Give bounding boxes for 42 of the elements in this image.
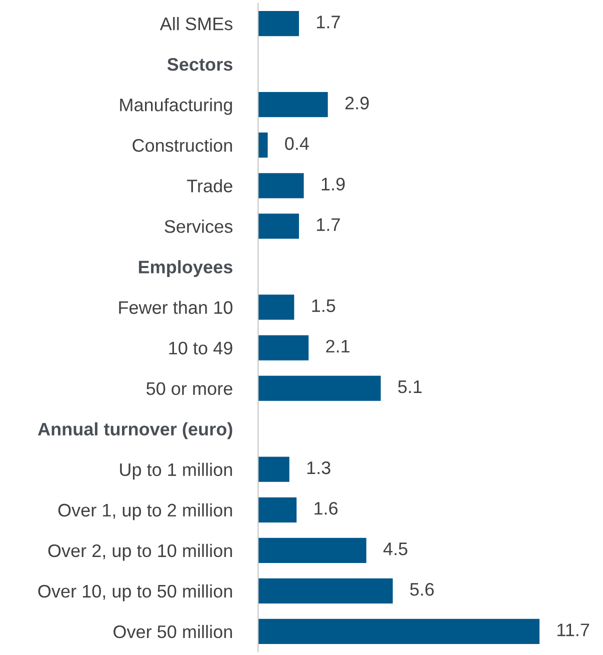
y-tick-label: 10 to 49 [169,342,232,354]
bar [258,294,294,320]
y-tick-label: 50 or more [146,382,232,396]
data-label: 11.7 [558,624,590,636]
bar [258,578,393,604]
bar [258,132,268,158]
bar [258,173,304,198]
data-label: 2.9 [345,96,369,110]
y-tick-label: Over 2, up to 10 million [48,544,232,561]
bar [258,538,366,563]
y-tick-label: Employees [138,260,232,277]
y-tick-label: Up to 1 million [120,462,232,480]
bar [258,497,297,522]
bar [258,335,309,360]
y-tick-label: All SMEs [160,16,232,30]
data-label: 2.1 [326,340,350,352]
y-tick-label: Services [164,220,232,233]
y-tick-label: Over 1, up to 2 million [58,503,232,520]
bar [258,456,290,482]
y-tick-label: Trade [187,179,232,192]
bar [258,618,540,644]
data-label: 1.7 [317,218,340,231]
data-label: 4.5 [383,542,408,556]
data-label: 5.1 [398,380,422,394]
bar [258,376,381,401]
y-tick-label: Construction [132,138,232,152]
bar [258,10,299,36]
data-label: 1.6 [314,502,338,515]
y-tick-label: Over 50 million [114,624,232,638]
y-tick-label: Sectors [167,58,232,71]
bar [258,214,299,239]
y-tick-label: Manufacturing [120,98,232,115]
y-tick-label: Annual turnover (euro) [38,422,232,440]
data-label: 5.6 [410,582,434,596]
y-tick-label: Over 10, up to 50 million [38,584,232,602]
data-label: 0.4 [285,137,309,150]
data-label: 1.5 [312,299,336,312]
data-label: 1.9 [322,178,345,190]
data-label: 1.3 [307,461,330,474]
data-label: 1.7 [317,16,340,28]
bar [258,92,328,118]
y-tick-label: Fewer than 10 [119,300,232,314]
